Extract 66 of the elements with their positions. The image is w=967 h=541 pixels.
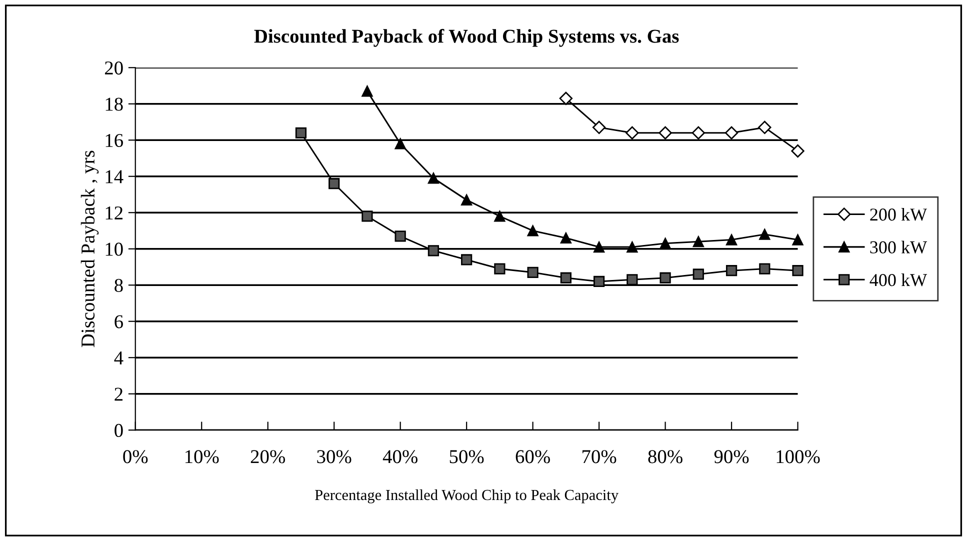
y-tick-label: 14 [106, 170, 124, 184]
y-tick-label: 4 [114, 352, 124, 364]
y-tick-label: 2 [114, 388, 122, 401]
point [527, 225, 538, 236]
point [328, 178, 340, 190]
x-tick-label: 40% [382, 450, 418, 464]
point [660, 272, 671, 284]
point [692, 268, 704, 280]
point [394, 138, 406, 150]
point [792, 265, 804, 276]
x-tick-label: 60% [516, 450, 550, 464]
y-tick-label: 18 [106, 98, 123, 111]
legend-label: 300 kW [870, 240, 928, 254]
point [626, 126, 639, 140]
point [594, 276, 605, 288]
point [626, 274, 638, 286]
point [594, 241, 605, 253]
x-tick-label: 100% [776, 450, 820, 464]
x-tick-label: 50% [450, 450, 484, 464]
y-tick-label: 6 [114, 315, 123, 328]
x-tick-label: 90% [714, 450, 749, 464]
point [494, 210, 506, 222]
legend-label: 200 kW [870, 208, 928, 221]
point [494, 263, 506, 274]
point [626, 241, 638, 253]
x-tick-label: 80% [648, 450, 682, 464]
point [592, 120, 606, 134]
point [759, 228, 770, 240]
y-tick-label: 16 [106, 134, 123, 148]
point [559, 92, 573, 106]
point [792, 234, 804, 246]
point [726, 234, 738, 246]
x-tick-label: 30% [317, 450, 352, 464]
point [560, 272, 572, 284]
y-tick-label: 10 [106, 242, 123, 256]
point [724, 126, 738, 140]
x-tick-label: 0% [123, 450, 148, 464]
legend-label: 400 kW [870, 273, 928, 286]
point [461, 194, 472, 206]
x-tick-label: 10% [186, 450, 219, 464]
x-axis-title: Percentage Installed Wood Chip to Peak Capacity [315, 489, 618, 504]
chart-title: Discounted Payback of Wood Chip Systems vs. Gas [254, 28, 679, 47]
y-axis-title: Discounted Payback , yrs [80, 150, 99, 348]
point [428, 245, 440, 256]
point [461, 254, 472, 266]
y-tick-label: 0 [114, 424, 123, 438]
point [527, 266, 538, 278]
point [362, 210, 373, 222]
x-tick-label: 20% [250, 450, 286, 464]
point [362, 86, 373, 97]
point [658, 126, 672, 140]
point [560, 232, 572, 244]
point [726, 265, 738, 276]
y-tick-label: 8 [114, 278, 123, 292]
y-tick-label: 12 [106, 206, 122, 220]
point [428, 172, 440, 184]
x-tick-label: 70% [582, 450, 616, 464]
point [692, 236, 704, 248]
point [295, 127, 307, 138]
point [394, 230, 406, 242]
point [791, 144, 804, 158]
y-tick-label: 20 [104, 61, 123, 75]
point [759, 263, 770, 274]
point [660, 238, 671, 249]
point [692, 126, 706, 140]
point [758, 120, 772, 134]
